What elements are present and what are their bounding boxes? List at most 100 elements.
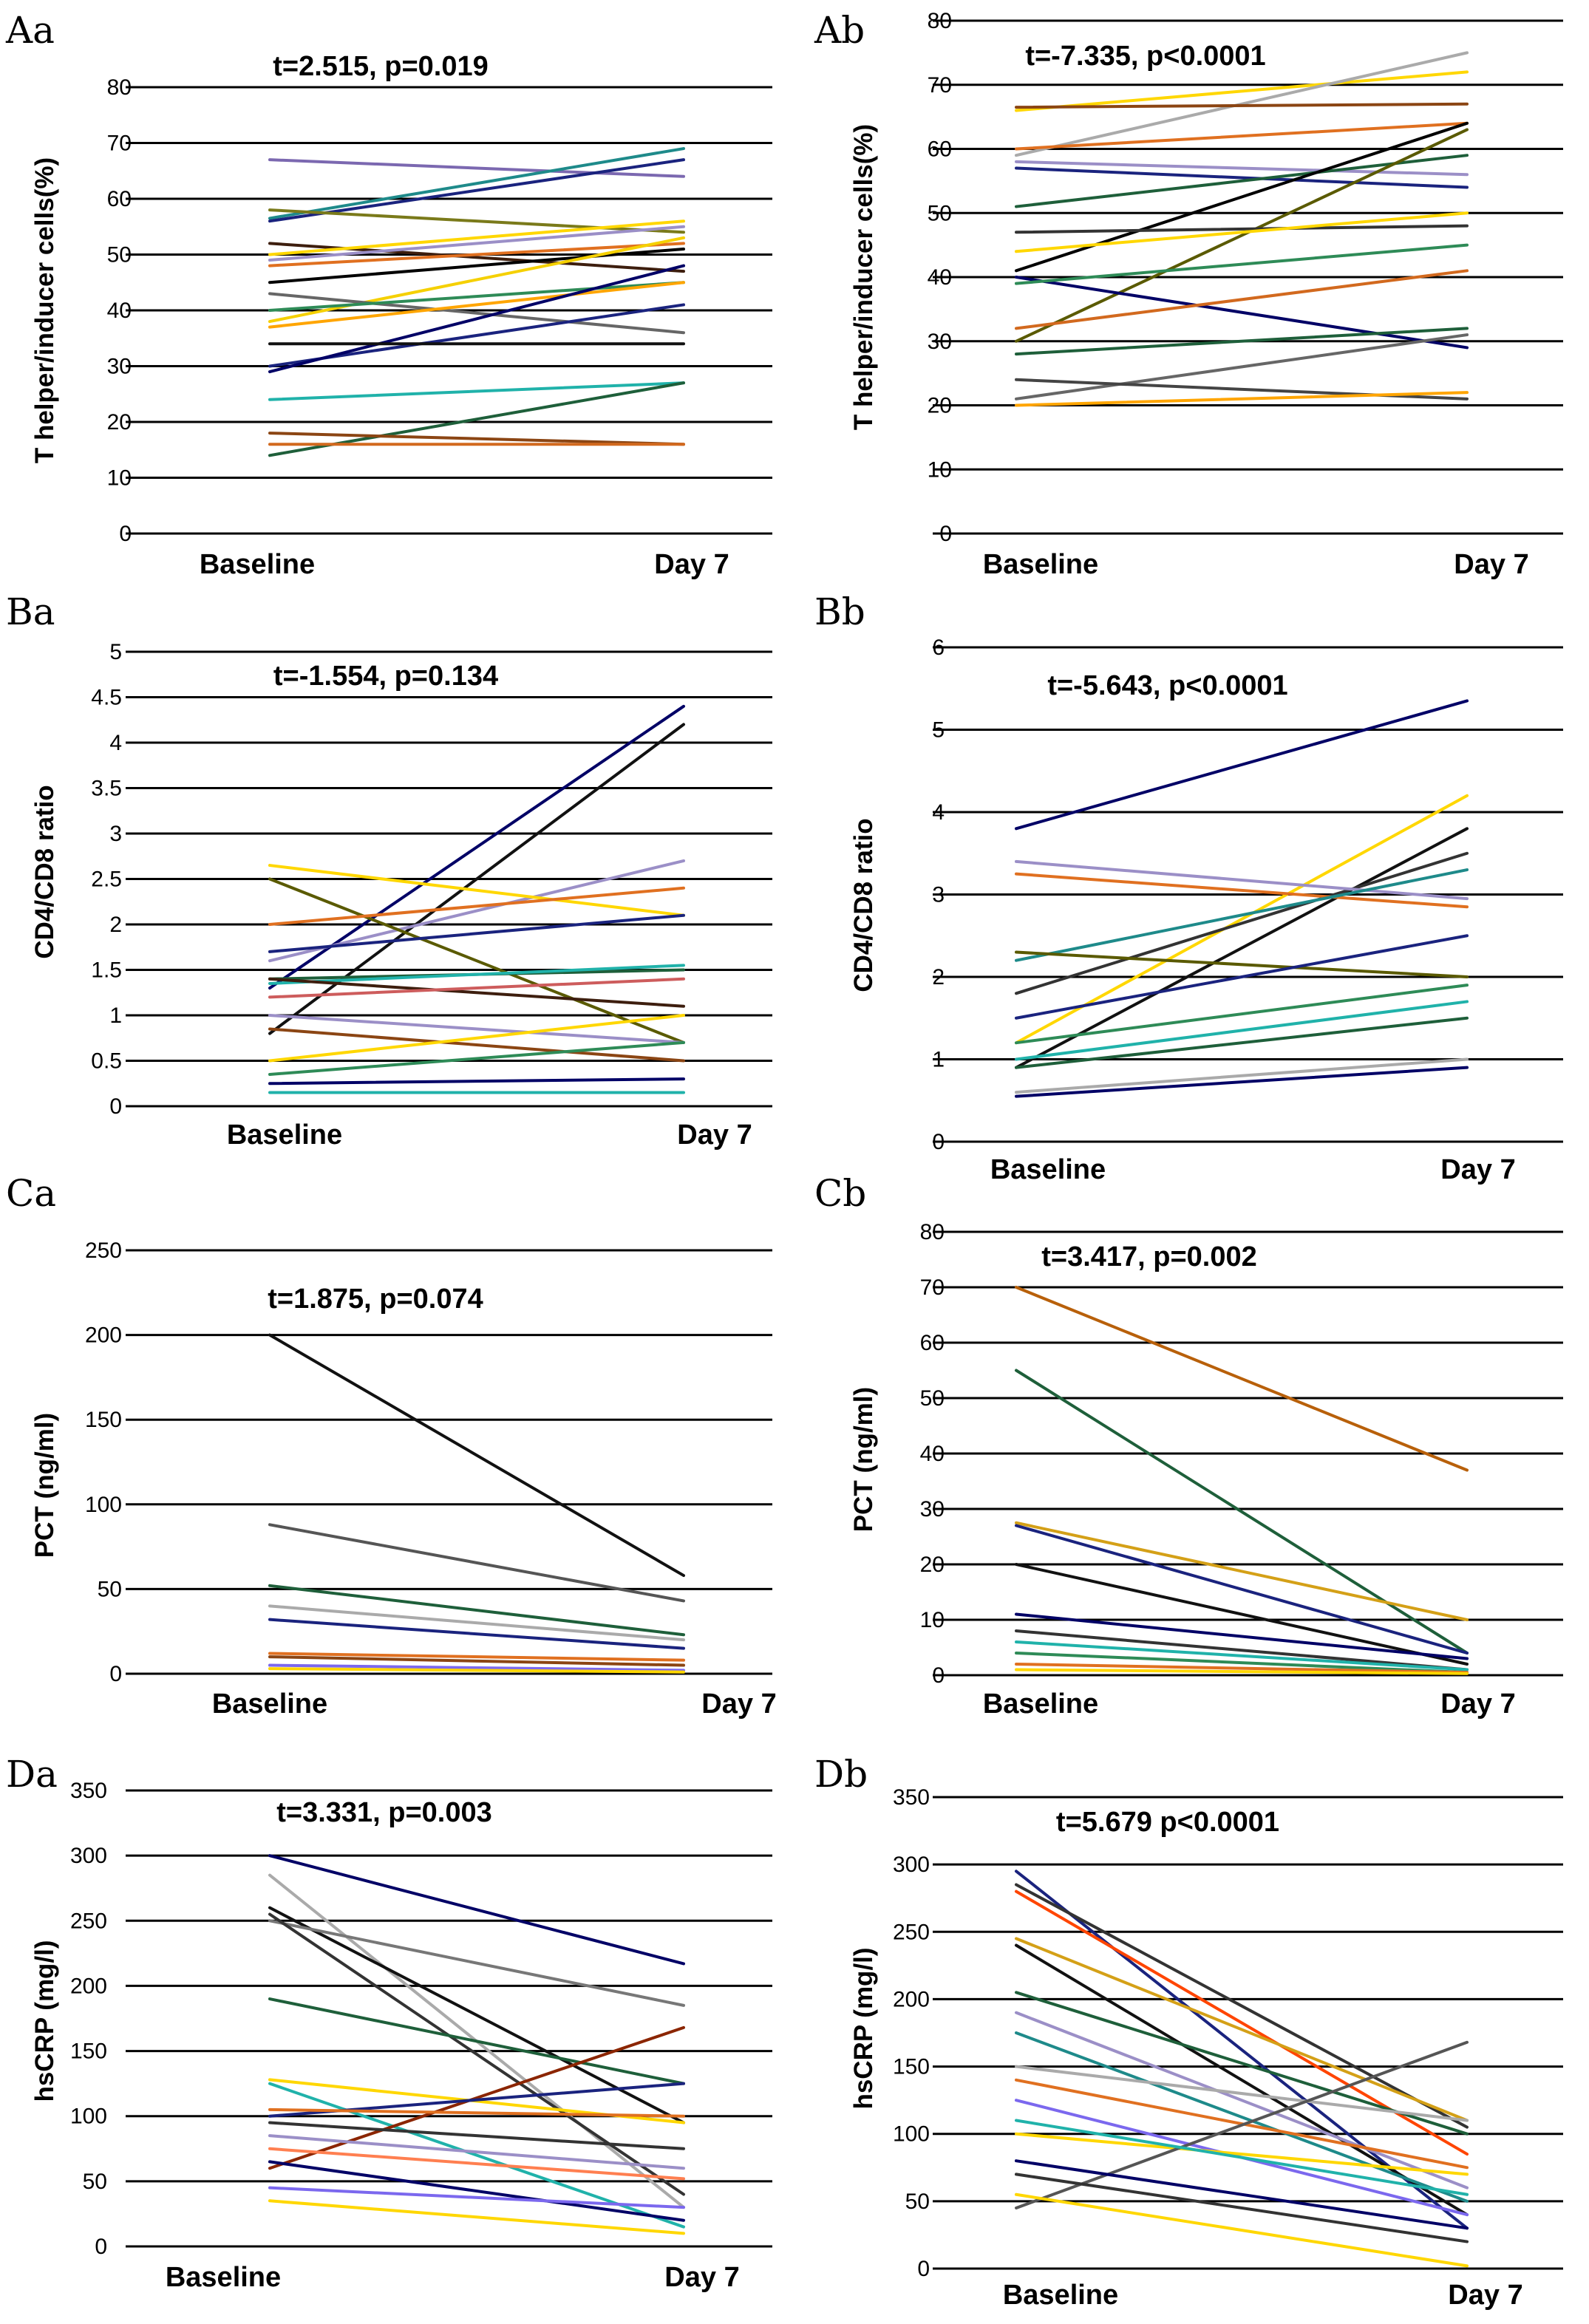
series-line: [1015, 1563, 1469, 1666]
y-tick-label: 20: [928, 394, 952, 418]
y-tick-label: 30: [920, 1497, 945, 1521]
series-line: [1015, 160, 1469, 177]
series-line: [1015, 224, 1469, 234]
series-line: [1015, 1369, 1469, 1655]
y-tick-label: 200: [85, 1323, 122, 1348]
y-tick-label: 0: [95, 2235, 107, 2259]
series-line: [268, 2134, 685, 2170]
series-line: [1015, 1943, 1469, 2217]
series-line: [1015, 1016, 1469, 1069]
series-line: [268, 1014, 685, 1044]
y-tick-label: 0: [932, 1663, 945, 1688]
series-line: [268, 859, 685, 963]
series-line: [1015, 1668, 1469, 1675]
y-tick-label: 0: [939, 522, 952, 546]
y-tick-label: 80: [107, 75, 132, 100]
y-tick-label: 50: [905, 2190, 930, 2214]
y-tick-label: 150: [893, 2055, 930, 2079]
y-tick-label: 350: [893, 1785, 930, 1810]
series-line: [268, 886, 685, 926]
y-tick-label: 200: [70, 1974, 107, 1998]
y-tick-label: 0.5: [91, 1049, 122, 1074]
y-axis-label: PCT (ng/ml): [849, 1387, 878, 1532]
y-tick-label: 0: [109, 1094, 122, 1119]
y-tick-label: 3: [109, 822, 122, 846]
panel-label: Db: [814, 1753, 868, 1796]
series-line: [1015, 950, 1469, 978]
stat-annotation: t=2.515, p=0.019: [273, 51, 489, 82]
series-line: [268, 247, 685, 284]
series-line: [1015, 1883, 1469, 2129]
series-line: [1015, 102, 1469, 109]
y-tick-label: 10: [920, 1608, 945, 1632]
y-tick-label: 30: [107, 355, 132, 379]
y-tick-label: 100: [70, 2105, 107, 2129]
series-line: [1015, 1000, 1469, 1061]
y-axis-label: hsCRP (mg/l): [849, 1947, 878, 2109]
panel-aa: Aa 0 10 20 30 40 50 60 70 80 T helper/inducer cell…: [5, 9, 772, 580]
series-line: [1015, 2011, 1469, 2190]
series-line: [1015, 1612, 1469, 1660]
series-line: [1015, 2132, 1469, 2176]
series-line: [268, 381, 685, 401]
series-line: [1015, 333, 1469, 401]
series-line: [268, 2025, 685, 2170]
panel-label: Cb: [814, 1172, 866, 1215]
y-tick-label: 3: [932, 883, 945, 907]
series-line: [1015, 243, 1469, 285]
x-category-label: Day 7: [654, 549, 729, 580]
x-category-label: Day 7: [1440, 1689, 1515, 1720]
series-line: [1015, 2119, 1469, 2196]
panel-label: Bb: [814, 590, 865, 633]
y-tick-label: 0: [917, 2257, 930, 2281]
y-tick-label: 300: [70, 1844, 107, 1868]
series-line: [1015, 1663, 1469, 1674]
y-axis-label: hsCRP (mg/l): [30, 1940, 59, 2102]
series-line: [268, 2107, 685, 2118]
series-line: [268, 219, 685, 256]
y-tick-label: 50: [920, 1386, 945, 1411]
series-line: [268, 281, 685, 312]
series-line: [268, 1077, 685, 1086]
y-tick-label: 300: [893, 1853, 930, 1877]
series-line: [1015, 2065, 1469, 2122]
series-line: [1015, 276, 1469, 350]
y-tick-label: 50: [928, 201, 952, 225]
y-tick-label: 250: [70, 1909, 107, 1933]
x-category-label: Baseline: [227, 1120, 342, 1151]
series-line: [268, 158, 685, 223]
series-line: [268, 242, 685, 268]
series-line: [268, 303, 685, 368]
x-category-label: Day 7: [664, 2262, 739, 2293]
y-tick-label: 40: [107, 299, 132, 323]
y-tick-label: 4: [932, 800, 945, 825]
series-line: [268, 1652, 685, 1662]
series-line: [1015, 269, 1469, 330]
x-category-label: Baseline: [200, 549, 315, 580]
series-line: [268, 1604, 685, 1642]
y-tick-label: 350: [70, 1779, 107, 1803]
series-line: [1015, 1652, 1469, 1674]
series-line: [268, 1584, 685, 1637]
series-line: [268, 432, 685, 446]
series-line: [1015, 391, 1469, 407]
series-line: [268, 158, 685, 178]
x-category-label: Day 7: [1448, 2280, 1522, 2311]
y-axis-label: CD4/CD8 ratio: [30, 785, 59, 958]
y-tick-label: 2: [932, 965, 945, 989]
series-line: [268, 2199, 685, 2235]
series-line: [268, 723, 685, 1035]
y-tick-label: 50: [98, 1577, 122, 1601]
y-tick-label: 250: [85, 1238, 122, 1263]
series-line: [268, 913, 685, 953]
series-line: [1015, 2192, 1469, 2268]
y-tick-label: 20: [920, 1553, 945, 1577]
y-tick-label: 10: [107, 466, 132, 491]
x-category-label: Baseline: [1003, 2280, 1118, 2311]
y-tick-label: 4.5: [91, 686, 122, 710]
x-category-label: Baseline: [212, 1689, 327, 1720]
series-line: [1015, 2040, 1469, 2209]
y-tick-label: 150: [70, 2040, 107, 2064]
series-line: [1015, 1066, 1469, 1098]
